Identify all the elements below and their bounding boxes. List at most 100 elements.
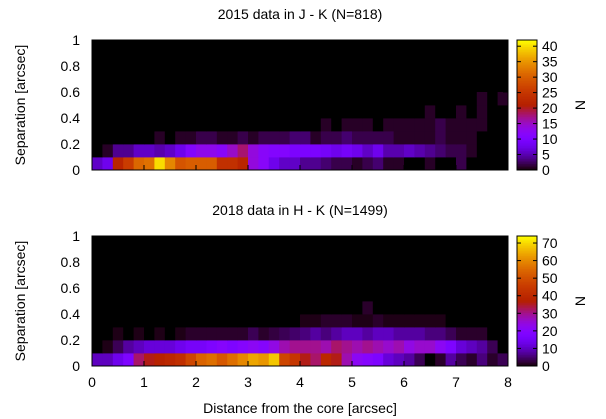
- heatmap-cell: [404, 301, 415, 315]
- heatmap-cell: [133, 327, 145, 341]
- heatmap-cell: [414, 144, 426, 158]
- heatmap-cell: [300, 340, 311, 354]
- heatmap-cell: [102, 314, 114, 328]
- heatmap-cell: [466, 340, 478, 354]
- colorbar-segment: [517, 349, 537, 352]
- y-tick-label: 0.2: [61, 136, 81, 152]
- heatmap-cell: [154, 327, 166, 341]
- heatmap-cell: [216, 92, 228, 106]
- heatmap-cell: [227, 327, 238, 341]
- heatmap-cell: [123, 157, 134, 171]
- heatmap-cell: [248, 301, 259, 315]
- colorbar-segment: [517, 101, 537, 104]
- colorbar-segment: [517, 249, 537, 252]
- heatmap-cell: [466, 92, 478, 106]
- heatmap-cell: [435, 340, 446, 354]
- colorbar-tick-label: 25: [542, 85, 558, 101]
- heatmap-cell: [102, 301, 114, 315]
- heatmap-cell: [383, 131, 394, 145]
- heatmap-cell: [445, 105, 457, 119]
- heatmap-cell: [206, 327, 218, 341]
- heatmap-cell: [341, 288, 353, 302]
- heatmap-cell: [497, 314, 509, 328]
- heatmap-cell: [424, 131, 436, 145]
- heatmap-cell: [497, 288, 509, 302]
- heatmap-cell: [279, 157, 290, 171]
- heatmap-cell: [362, 144, 374, 158]
- colorbar-segment: [517, 244, 537, 247]
- heatmap-cell: [227, 144, 238, 158]
- heatmap-cell: [476, 301, 488, 315]
- colorbar-tick-label: 20: [542, 323, 558, 339]
- colorbar-segment: [517, 317, 537, 320]
- heatmap-cell: [362, 118, 374, 132]
- heatmap-cell: [175, 288, 186, 302]
- heatmap-cell: [123, 353, 134, 367]
- heatmap-cell: [268, 131, 280, 145]
- heatmap-cell: [133, 288, 145, 302]
- heatmap-cell: [414, 92, 426, 106]
- colorbar-segment: [517, 250, 537, 253]
- heatmap-cell: [144, 144, 155, 158]
- heatmap-cell: [466, 118, 478, 132]
- heatmap-cell: [196, 340, 207, 354]
- heatmap-cell: [341, 340, 353, 354]
- heatmap-cell: [476, 327, 488, 341]
- y-tick-label: 0.4: [61, 110, 81, 126]
- colorbar-segment: [517, 356, 537, 359]
- heatmap-cell: [164, 288, 176, 302]
- heatmap-cell: [383, 157, 394, 171]
- heatmap-cell: [404, 144, 415, 158]
- colorbar-segment: [517, 239, 537, 242]
- colorbar-segment: [517, 236, 537, 239]
- heatmap-cell: [445, 92, 457, 106]
- heatmap-cell: [279, 105, 290, 119]
- heatmap-cell: [227, 131, 238, 145]
- heatmap-cell: [497, 353, 509, 367]
- heatmap-cell: [383, 118, 394, 132]
- heatmap-cell: [424, 314, 436, 328]
- heatmap-cell: [362, 301, 374, 315]
- colorbar-segment: [517, 302, 537, 305]
- heatmap-cell: [362, 105, 374, 119]
- heatmap-cell: [414, 327, 426, 341]
- heatmap-cell: [206, 301, 218, 315]
- heatmap-cell: [320, 327, 332, 341]
- heatmap-cell: [248, 92, 259, 106]
- colorbar-label: N: [572, 100, 588, 110]
- colorbar-tick-label: 15: [542, 116, 558, 132]
- heatmap-cell: [248, 327, 259, 341]
- heatmap-cell: [466, 288, 478, 302]
- colorbar-segment: [517, 106, 537, 109]
- heatmap-cell: [310, 144, 322, 158]
- heatmap-cell: [487, 157, 498, 171]
- heatmap-cell: [154, 353, 166, 367]
- heatmap-cell: [112, 353, 124, 367]
- colorbar-segment: [517, 168, 537, 171]
- heatmap-cell: [341, 301, 353, 315]
- heatmap-cell: [331, 118, 342, 132]
- heatmap-cell: [123, 314, 134, 328]
- heatmap-cell: [258, 353, 270, 367]
- heatmap-cell: [196, 92, 207, 106]
- heatmap-cell: [144, 327, 155, 341]
- heatmap-cell: [331, 314, 342, 328]
- colorbar-segment: [517, 346, 537, 349]
- chart-title: 2015 data in J - K (N=818): [218, 6, 383, 22]
- colorbar-tick-label: 0: [542, 162, 550, 178]
- heatmap-cell: [227, 157, 238, 171]
- y-tick-label: 0.6: [61, 280, 81, 296]
- heatmap-cell: [466, 301, 478, 315]
- y-tick-label: 0: [72, 358, 80, 374]
- colorbar-segment: [517, 53, 537, 56]
- heatmap-cell: [289, 353, 301, 367]
- heatmap-cell: [123, 340, 134, 354]
- heatmap-cell: [268, 340, 280, 354]
- heatmap-cell: [133, 105, 145, 119]
- heatmap-cell: [404, 288, 415, 302]
- heatmap-cell: [414, 340, 426, 354]
- colorbar-segment: [517, 124, 537, 127]
- heatmap-cell: [310, 353, 322, 367]
- heatmap-cell: [164, 131, 176, 145]
